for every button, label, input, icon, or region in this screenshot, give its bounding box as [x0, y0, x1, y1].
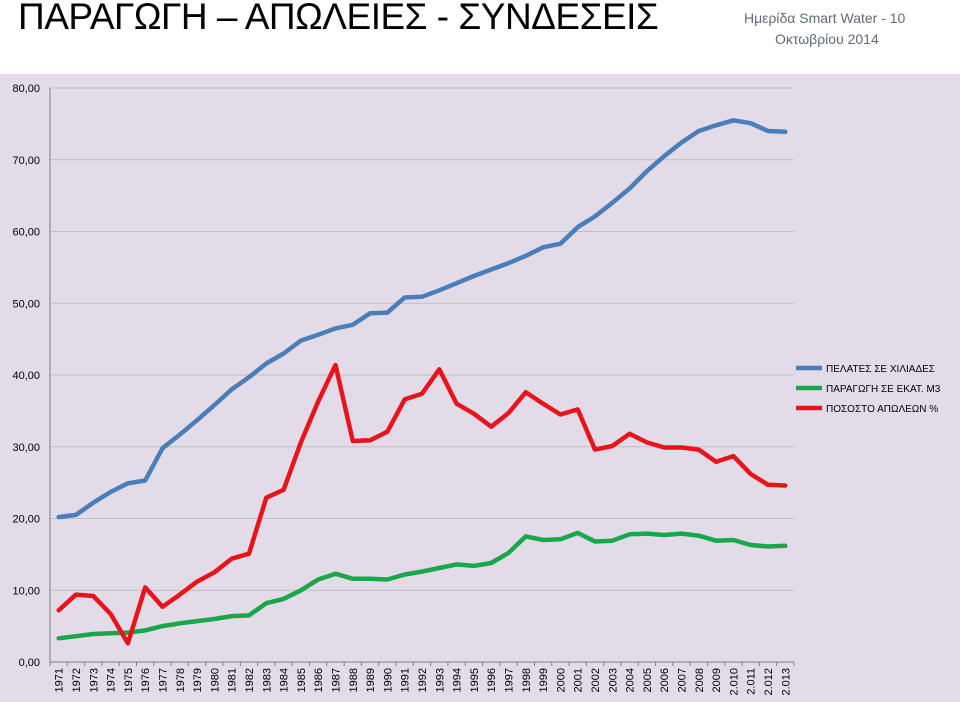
x-tick-label: 1995: [469, 668, 481, 692]
x-tick-label: 1994: [452, 668, 464, 692]
x-tick-label: 1980: [209, 668, 221, 692]
x-tick-label: 1989: [365, 668, 377, 692]
x-tick-label: 1993: [434, 668, 446, 692]
x-tick-label: 1972: [71, 668, 83, 692]
legend-label: ΠΕΛΑΤΕΣ ΣΕ ΧΙΛΙΑΔΕΣ: [826, 364, 935, 375]
x-tick-label: 2009: [711, 668, 723, 692]
gridlines: [50, 87, 794, 591]
x-tick-label: 2006: [659, 668, 671, 692]
chart-area: 0,00 10,00 20,00 30,00 40,00 50,00 60,00 70,00 8…: [0, 74, 960, 702]
x-tick-label: 1981: [227, 668, 239, 692]
x-tick-label: 2.010: [728, 668, 740, 696]
series-line-2: [56, 530, 788, 641]
y-tick-label: 50,00: [12, 298, 40, 310]
x-tick-label: 1971: [54, 668, 66, 692]
y-tick-label: 40,00: [12, 370, 40, 382]
x-tick-label: 2007: [677, 668, 689, 692]
x-tick-label: 2004: [625, 668, 637, 692]
x-tick-label: 2005: [642, 668, 654, 692]
x-tick-label: 1976: [140, 668, 152, 692]
y-tick-label: 80,00: [12, 83, 40, 95]
x-tick-label: 1977: [157, 668, 169, 692]
x-tick-label: 1997: [504, 668, 516, 692]
x-tick-label: 1973: [88, 668, 100, 692]
x-tick-label: 1974: [106, 668, 118, 692]
x-tick-label: 1991: [400, 668, 412, 692]
x-tick-label: 1985: [296, 668, 308, 692]
line-chart: 0,00 10,00 20,00 30,00 40,00 50,00 60,00 70,00 8…: [12, 83, 941, 696]
legend-label: ΠΑΡΑΓΩΓΗ ΣΕ ΕΚΑΤ. Μ3: [826, 384, 941, 395]
x-tick-label: 1996: [486, 668, 498, 692]
y-tick-label: 10,00: [12, 585, 40, 597]
header: ΠΑΡΑΓΩΓΗ – ΑΠΩΛΕΙΕΣ - ΣΥΝΔΕΣΕΙΣ Ημερίδα …: [0, 0, 960, 74]
x-tick-label: 1978: [175, 668, 187, 692]
x-tick-label: 2.013: [780, 668, 792, 696]
event-subtitle-line2: Οκτωβρίου 2014: [775, 31, 879, 47]
x-tick-label: 2.012: [763, 668, 775, 696]
legend-label: ΠΟΣΟΣΤΟ ΑΠΩΛΕΩΝ %: [826, 404, 938, 415]
page-title: ΠΑΡΑΓΩΓΗ – ΑΠΩΛΕΙΕΣ - ΣΥΝΔΕΣΕΙΣ: [18, 0, 659, 37]
x-tick-label: 1986: [313, 668, 325, 692]
x-tick-label: 2001: [573, 668, 585, 692]
x-tick-label: 1983: [261, 668, 273, 692]
legend: ΠΕΛΑΤΕΣ ΣΕ ΧΙΛΙΑΔΕΣ ΠΑΡΑΓΩΓΗ ΣΕ ΕΚΑΤ. Μ3 Π…: [796, 364, 941, 415]
series-line-3: [56, 362, 788, 646]
series-lines: [56, 118, 788, 646]
y-tick-label: 60,00: [12, 227, 40, 239]
x-tick-label: 1987: [330, 668, 342, 692]
x-tick-label: 1992: [417, 668, 429, 692]
y-tick-label: 70,00: [12, 155, 40, 167]
x-tick-label: 2008: [694, 668, 706, 692]
x-tick-label: 1988: [348, 668, 360, 692]
x-tick-label: 1984: [279, 668, 291, 692]
x-tick-label: 2000: [555, 668, 567, 692]
x-tick-label: 2.011: [746, 668, 758, 695]
x-tick-label: 2003: [607, 668, 619, 692]
event-subtitle-line1: Ημερίδα Smart Water - 10: [744, 10, 906, 26]
x-tick-label: 1998: [521, 668, 533, 692]
x-tick-label: 1982: [244, 668, 256, 692]
axes: 0,00 10,00 20,00 30,00 40,00 50,00 60,00 70,00 8…: [12, 83, 795, 696]
y-tick-label: 30,00: [12, 442, 40, 454]
y-tick-label: 20,00: [12, 514, 40, 526]
x-tick-label: 1975: [123, 668, 135, 692]
series-line-1: [56, 118, 788, 520]
x-tick-label: 1999: [538, 668, 550, 692]
x-tick-label: 1990: [382, 668, 394, 692]
x-tick-label: 1979: [192, 668, 204, 692]
x-tick-label: 2002: [590, 668, 602, 692]
y-tick-label: 0,00: [19, 657, 40, 669]
